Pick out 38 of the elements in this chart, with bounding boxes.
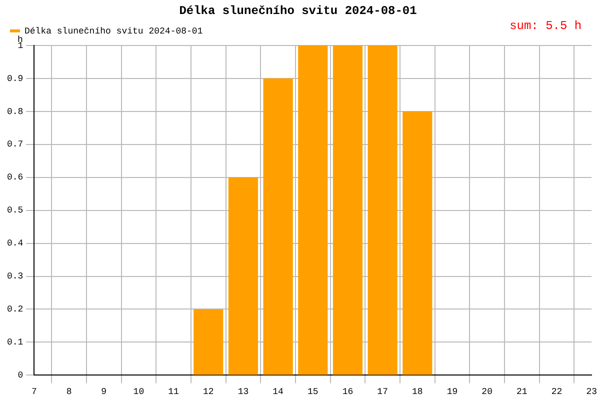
y-tick-label: 0.5 (7, 206, 24, 216)
x-tick-label: 22 (551, 386, 562, 397)
bar (298, 45, 328, 375)
y-tick-label: 0 (18, 370, 24, 381)
y-tick-label: 0.9 (7, 74, 24, 84)
bar (332, 45, 363, 375)
bar (263, 78, 293, 375)
y-tick-label: 0.2 (7, 304, 24, 315)
x-tick-label: 12 (202, 386, 214, 397)
bar (194, 309, 224, 375)
text: sum: 5.5 h (510, 19, 582, 34)
x-tick-label: 19 (446, 386, 458, 397)
x-tick-label: 7 (32, 386, 37, 397)
legend-label: Délka slunečního svitu 2024-08-01 (24, 26, 203, 36)
y-tick-label: 0.1 (7, 338, 24, 348)
y-tick-label: 0.4 (7, 238, 24, 249)
x-tick-label: 18 (412, 386, 423, 397)
x-tick-label: 23 (586, 386, 598, 397)
x-tick-label: 14 (272, 386, 284, 397)
x-tick-label: 10 (133, 386, 144, 397)
x-tick-label: 13 (238, 386, 249, 397)
bar (402, 111, 432, 375)
y-tick-label: 0.8 (7, 106, 24, 117)
chart-title: Délka slunečního svitu 2024-08-01 (179, 4, 417, 18)
bar (228, 177, 258, 375)
x-tick-label: 21 (516, 386, 528, 397)
x-tick-label: 15 (307, 386, 318, 397)
bar (368, 45, 398, 375)
y-tick-label: 0.3 (7, 272, 24, 282)
y-tick-label: 1 (18, 40, 24, 51)
x-tick-label: 16 (342, 386, 354, 397)
x-tick-label: 9 (101, 386, 107, 397)
y-tick-label: 0.7 (7, 140, 24, 150)
x-tick-label: 11 (168, 386, 179, 397)
y-tick-label: 0.6 (7, 172, 24, 183)
x-tick-label: 8 (66, 386, 72, 397)
x-tick-label: 20 (482, 386, 492, 397)
x-tick-label: 17 (377, 386, 388, 397)
